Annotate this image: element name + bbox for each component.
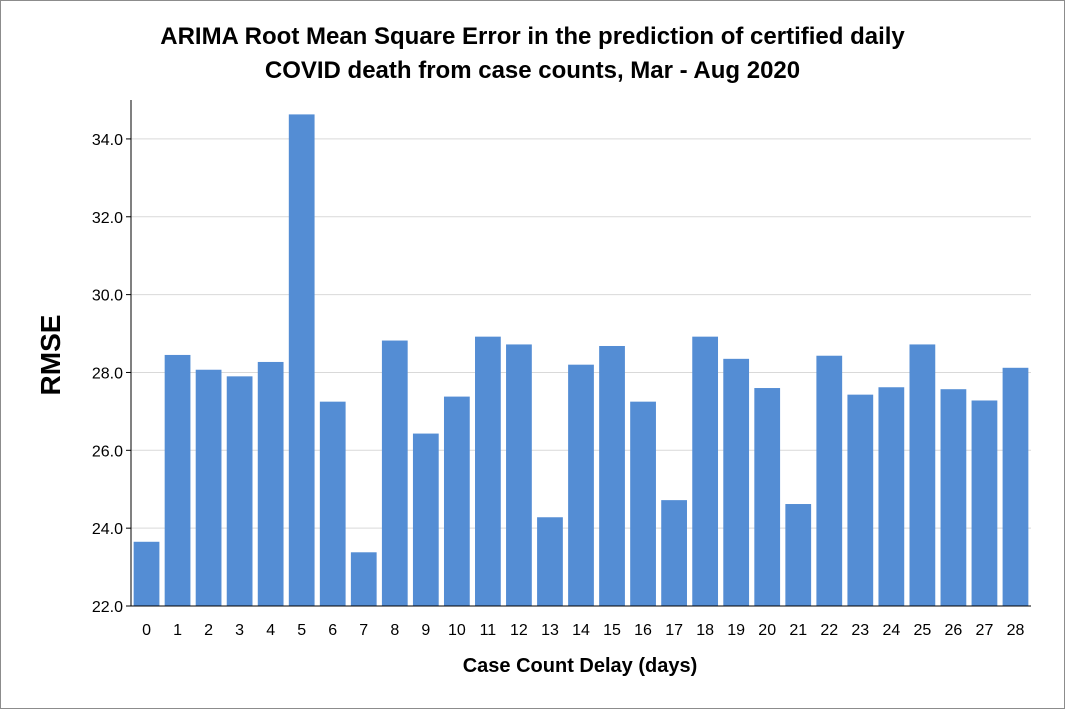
y-tick-label: 28.0: [92, 365, 123, 382]
y-tick-label: 30.0: [92, 288, 123, 305]
x-tick-label: 11: [480, 622, 497, 639]
x-tick-label: 16: [634, 622, 652, 639]
bar-14: [568, 364, 594, 606]
bar-20: [754, 388, 781, 606]
bar-11: [475, 336, 501, 606]
y-tick-label: 32.0: [92, 210, 123, 227]
x-tick-label: 27: [976, 622, 994, 639]
x-tick-label: 13: [541, 622, 559, 639]
x-tick-label: 17: [665, 622, 683, 639]
x-tick-label: 15: [603, 622, 621, 639]
bar-8: [381, 340, 408, 606]
bar-12: [506, 344, 532, 606]
x-tick-label: 18: [696, 622, 714, 639]
bar-6: [319, 401, 346, 606]
axes: [126, 100, 1031, 607]
chart-title-line-1: ARIMA Root Mean Square Error in the pred…: [160, 23, 905, 50]
y-axis-label: RMSE: [35, 315, 66, 396]
bars: [133, 114, 1029, 606]
bar-9: [412, 433, 439, 606]
bar-17: [661, 500, 687, 606]
x-tick-label: 19: [727, 622, 745, 639]
chart-title: ARIMA Root Mean Square Error in the pred…: [0, 20, 1065, 88]
x-tick-label: 0: [142, 622, 151, 639]
y-tick-labels: 22.0 24.0 26.0 28.0 30.0 32.0 34.0: [92, 132, 123, 616]
y-tick-label: 24.0: [92, 521, 123, 538]
x-tick-label: 1: [173, 622, 182, 639]
x-tick-label: 3: [235, 622, 244, 639]
x-tick-label: 26: [945, 622, 963, 639]
x-tick-label: 6: [328, 622, 337, 639]
x-tick-label: 10: [448, 622, 466, 639]
x-tick-label: 5: [297, 622, 306, 639]
chart-title-line-2: COVID death from case counts, Mar - Aug …: [264, 57, 801, 84]
bar-15: [599, 345, 625, 606]
bar-24: [878, 387, 905, 606]
x-tick-label: 22: [820, 622, 838, 639]
bar-5: [288, 114, 315, 606]
y-tick-label: 26.0: [92, 443, 123, 460]
bar-27: [971, 400, 998, 606]
bar-21: [785, 504, 812, 606]
bar-10: [443, 396, 470, 606]
bar-16: [630, 401, 656, 606]
bar-25: [909, 344, 936, 606]
x-tick-label: 25: [913, 622, 931, 639]
bar-19: [723, 358, 750, 606]
x-tick-label: 23: [851, 622, 869, 639]
bar-22: [816, 355, 843, 606]
x-tick-label: 28: [1007, 622, 1025, 639]
bar-4: [257, 361, 284, 606]
x-tick-label: 24: [882, 622, 900, 639]
bar-18: [692, 336, 719, 606]
x-tick-label: 20: [758, 622, 776, 639]
x-tick-label: 8: [390, 622, 399, 639]
x-tick-label: 4: [266, 622, 275, 639]
bar-7: [350, 552, 377, 606]
x-tick-label: 14: [572, 622, 590, 639]
bar-1: [164, 354, 191, 606]
x-axis-label: Case Count Delay (days): [463, 655, 698, 677]
bar-23: [847, 394, 874, 606]
bar-0: [133, 541, 160, 606]
bar-13: [537, 517, 563, 606]
y-tick-label: 34.0: [92, 132, 123, 149]
x-tick-label: 7: [359, 622, 368, 639]
bar-2: [195, 369, 222, 606]
x-tick-label: 9: [421, 622, 430, 639]
x-tick-labels: 0 1 2 3 4 5 6 7 8 9 10 11 12 13 14 15 16 17 18 19 20 21 22 23 24…: [142, 622, 1024, 639]
x-tick-label: 21: [789, 622, 807, 639]
y-tick-label: 22.0: [92, 599, 123, 616]
x-tick-label: 2: [204, 622, 213, 639]
bar-28: [1002, 367, 1029, 606]
bar-3: [226, 376, 253, 606]
x-tick-label: 12: [510, 622, 528, 639]
bar-26: [940, 389, 967, 606]
